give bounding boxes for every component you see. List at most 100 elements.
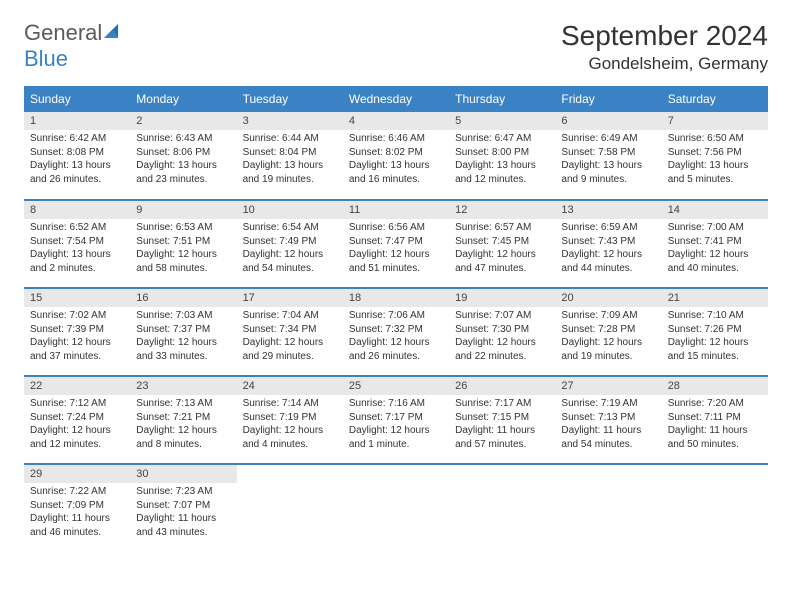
daylight-text: Daylight: 12 hours and 1 minute. xyxy=(349,424,443,451)
day-cell xyxy=(343,464,449,552)
day-body: Sunrise: 7:13 AMSunset: 7:21 PMDaylight:… xyxy=(130,395,236,457)
sunset-text: Sunset: 8:02 PM xyxy=(349,146,443,160)
day-body: Sunrise: 7:17 AMSunset: 7:15 PMDaylight:… xyxy=(449,395,555,457)
sunrise-text: Sunrise: 6:50 AM xyxy=(668,132,762,146)
day-body: Sunrise: 6:57 AMSunset: 7:45 PMDaylight:… xyxy=(449,219,555,281)
day-body: Sunrise: 6:44 AMSunset: 8:04 PMDaylight:… xyxy=(237,130,343,192)
daylight-text: Daylight: 12 hours and 33 minutes. xyxy=(136,336,230,363)
sunrise-text: Sunrise: 7:23 AM xyxy=(136,485,230,499)
month-title: September 2024 xyxy=(561,20,768,52)
day-number: 18 xyxy=(343,289,449,307)
day-header: Monday xyxy=(130,86,236,112)
sunset-text: Sunset: 7:45 PM xyxy=(455,235,549,249)
day-body: Sunrise: 7:14 AMSunset: 7:19 PMDaylight:… xyxy=(237,395,343,457)
sunset-text: Sunset: 7:41 PM xyxy=(668,235,762,249)
day-number: 5 xyxy=(449,112,555,130)
sunrise-text: Sunrise: 6:57 AM xyxy=(455,221,549,235)
sunset-text: Sunset: 8:08 PM xyxy=(30,146,124,160)
day-number: 20 xyxy=(555,289,661,307)
day-cell: 7Sunrise: 6:50 AMSunset: 7:56 PMDaylight… xyxy=(662,112,768,200)
day-cell xyxy=(662,464,768,552)
sunset-text: Sunset: 7:09 PM xyxy=(30,499,124,513)
day-cell: 19Sunrise: 7:07 AMSunset: 7:30 PMDayligh… xyxy=(449,288,555,376)
logo-text-general: General xyxy=(24,20,102,45)
logo: General Blue xyxy=(24,20,122,72)
day-number: 23 xyxy=(130,377,236,395)
sunrise-text: Sunrise: 7:14 AM xyxy=(243,397,337,411)
sunrise-text: Sunrise: 6:46 AM xyxy=(349,132,443,146)
day-body: Sunrise: 6:42 AMSunset: 8:08 PMDaylight:… xyxy=(24,130,130,192)
daylight-text: Daylight: 11 hours and 57 minutes. xyxy=(455,424,549,451)
sunrise-text: Sunrise: 7:20 AM xyxy=(668,397,762,411)
day-number: 16 xyxy=(130,289,236,307)
day-body: Sunrise: 7:04 AMSunset: 7:34 PMDaylight:… xyxy=(237,307,343,369)
day-cell: 23Sunrise: 7:13 AMSunset: 7:21 PMDayligh… xyxy=(130,376,236,464)
day-cell xyxy=(449,464,555,552)
sunrise-text: Sunrise: 7:03 AM xyxy=(136,309,230,323)
sunrise-text: Sunrise: 6:49 AM xyxy=(561,132,655,146)
day-body: Sunrise: 6:53 AMSunset: 7:51 PMDaylight:… xyxy=(130,219,236,281)
daylight-text: Daylight: 12 hours and 4 minutes. xyxy=(243,424,337,451)
sunset-text: Sunset: 7:37 PM xyxy=(136,323,230,337)
day-header: Thursday xyxy=(449,86,555,112)
day-cell: 22Sunrise: 7:12 AMSunset: 7:24 PMDayligh… xyxy=(24,376,130,464)
sunset-text: Sunset: 7:47 PM xyxy=(349,235,443,249)
daylight-text: Daylight: 13 hours and 19 minutes. xyxy=(243,159,337,186)
logo-text-blue: Blue xyxy=(24,46,68,71)
daylight-text: Daylight: 13 hours and 9 minutes. xyxy=(561,159,655,186)
day-number: 27 xyxy=(555,377,661,395)
sunset-text: Sunset: 7:21 PM xyxy=(136,411,230,425)
day-body: Sunrise: 7:03 AMSunset: 7:37 PMDaylight:… xyxy=(130,307,236,369)
day-number: 26 xyxy=(449,377,555,395)
daylight-text: Daylight: 12 hours and 40 minutes. xyxy=(668,248,762,275)
sunset-text: Sunset: 7:34 PM xyxy=(243,323,337,337)
day-cell: 29Sunrise: 7:22 AMSunset: 7:09 PMDayligh… xyxy=(24,464,130,552)
sunrise-text: Sunrise: 7:09 AM xyxy=(561,309,655,323)
sunset-text: Sunset: 7:11 PM xyxy=(668,411,762,425)
day-number: 19 xyxy=(449,289,555,307)
daylight-text: Daylight: 11 hours and 54 minutes. xyxy=(561,424,655,451)
sunset-text: Sunset: 7:15 PM xyxy=(455,411,549,425)
day-number: 15 xyxy=(24,289,130,307)
sunrise-text: Sunrise: 7:00 AM xyxy=(668,221,762,235)
day-number: 7 xyxy=(662,112,768,130)
header: General Blue September 2024 Gondelsheim,… xyxy=(24,20,768,74)
daylight-text: Daylight: 12 hours and 22 minutes. xyxy=(455,336,549,363)
sunrise-text: Sunrise: 7:04 AM xyxy=(243,309,337,323)
calendar-table: Sunday Monday Tuesday Wednesday Thursday… xyxy=(24,86,768,552)
day-header: Wednesday xyxy=(343,86,449,112)
sunset-text: Sunset: 7:54 PM xyxy=(30,235,124,249)
day-number: 2 xyxy=(130,112,236,130)
day-body: Sunrise: 7:12 AMSunset: 7:24 PMDaylight:… xyxy=(24,395,130,457)
day-cell: 21Sunrise: 7:10 AMSunset: 7:26 PMDayligh… xyxy=(662,288,768,376)
sunset-text: Sunset: 7:56 PM xyxy=(668,146,762,160)
sunrise-text: Sunrise: 7:02 AM xyxy=(30,309,124,323)
day-cell: 26Sunrise: 7:17 AMSunset: 7:15 PMDayligh… xyxy=(449,376,555,464)
daylight-text: Daylight: 13 hours and 16 minutes. xyxy=(349,159,443,186)
daylight-text: Daylight: 12 hours and 47 minutes. xyxy=(455,248,549,275)
day-body: Sunrise: 7:22 AMSunset: 7:09 PMDaylight:… xyxy=(24,483,130,545)
sunset-text: Sunset: 7:13 PM xyxy=(561,411,655,425)
daylight-text: Daylight: 11 hours and 46 minutes. xyxy=(30,512,124,539)
day-body: Sunrise: 6:49 AMSunset: 7:58 PMDaylight:… xyxy=(555,130,661,192)
day-cell: 30Sunrise: 7:23 AMSunset: 7:07 PMDayligh… xyxy=(130,464,236,552)
day-cell: 17Sunrise: 7:04 AMSunset: 7:34 PMDayligh… xyxy=(237,288,343,376)
sunrise-text: Sunrise: 6:59 AM xyxy=(561,221,655,235)
day-number: 24 xyxy=(237,377,343,395)
day-cell: 28Sunrise: 7:20 AMSunset: 7:11 PMDayligh… xyxy=(662,376,768,464)
day-cell xyxy=(555,464,661,552)
day-cell: 3Sunrise: 6:44 AMSunset: 8:04 PMDaylight… xyxy=(237,112,343,200)
day-number: 6 xyxy=(555,112,661,130)
sunset-text: Sunset: 7:49 PM xyxy=(243,235,337,249)
daylight-text: Daylight: 13 hours and 2 minutes. xyxy=(30,248,124,275)
day-body: Sunrise: 7:06 AMSunset: 7:32 PMDaylight:… xyxy=(343,307,449,369)
week-row: 22Sunrise: 7:12 AMSunset: 7:24 PMDayligh… xyxy=(24,376,768,464)
sunset-text: Sunset: 7:58 PM xyxy=(561,146,655,160)
day-cell: 5Sunrise: 6:47 AMSunset: 8:00 PMDaylight… xyxy=(449,112,555,200)
day-body: Sunrise: 6:52 AMSunset: 7:54 PMDaylight:… xyxy=(24,219,130,281)
daylight-text: Daylight: 13 hours and 26 minutes. xyxy=(30,159,124,186)
day-cell: 24Sunrise: 7:14 AMSunset: 7:19 PMDayligh… xyxy=(237,376,343,464)
day-number: 25 xyxy=(343,377,449,395)
sunset-text: Sunset: 7:19 PM xyxy=(243,411,337,425)
day-number: 8 xyxy=(24,201,130,219)
